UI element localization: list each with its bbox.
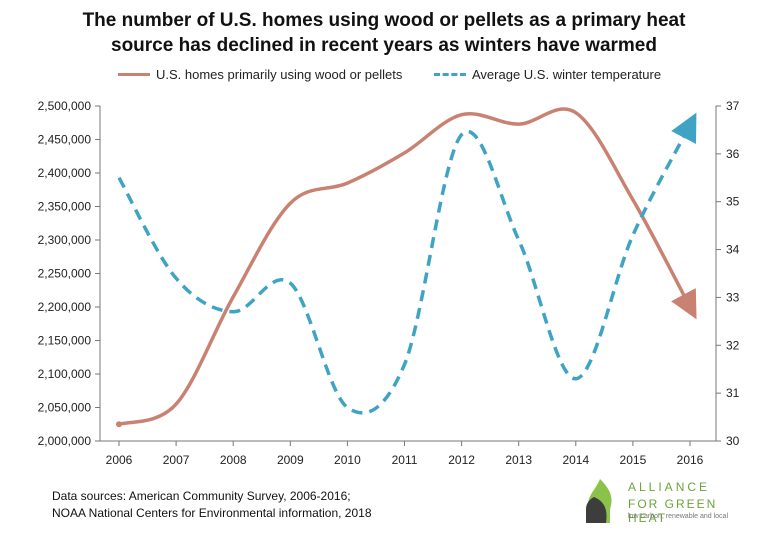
- flame-leaf-icon: [586, 479, 612, 523]
- homes-series-line: [118, 107, 697, 426]
- x-axis-tick-label: 2010: [334, 453, 361, 467]
- left-axis-tick-label: 2,150,000: [38, 334, 92, 348]
- x-axis-tick-label: 2007: [163, 453, 190, 467]
- right-axis-tick-label: 35: [726, 195, 740, 209]
- data-source-note: Data sources: American Community Survey,…: [52, 488, 372, 522]
- right-axis-tick-label: 30: [726, 434, 740, 448]
- alliance-logo: ALLIANCE FOR GREEN HEAT low carbon, rene…: [580, 475, 760, 527]
- chart-title-line-1: The number of U.S. homes using wood or p…: [82, 10, 686, 31]
- x-axis-tick-label: 2006: [106, 453, 133, 467]
- left-axis-tick-label: 2,300,000: [38, 233, 92, 247]
- legend-label-homes: U.S. homes primarily using wood or pelle…: [156, 67, 403, 82]
- x-axis-tick-label: 2009: [277, 453, 304, 467]
- x-axis-tick-label: 2015: [620, 453, 647, 467]
- legend-item-homes: U.S. homes primarily using wood or pelle…: [118, 67, 402, 82]
- left-axis-tick-label: 2,250,000: [38, 267, 92, 281]
- right-axis-tick-label: 31: [726, 386, 740, 400]
- source-line-1: Data sources: American Community Survey,…: [52, 489, 351, 503]
- x-axis-tick-label: 2008: [220, 453, 247, 467]
- right-axis-tick-label: 36: [726, 147, 740, 161]
- legend-label-temperature: Average U.S. winter temperature: [472, 67, 662, 82]
- legend-swatch-dashed: [434, 73, 466, 76]
- right-axis-tick-label: 33: [726, 290, 740, 304]
- left-axis-tick-label: 2,450,000: [38, 133, 92, 147]
- left-axis-tick-label: 2,000,000: [38, 434, 92, 448]
- left-axis-tick-label: 2,500,000: [38, 99, 92, 113]
- chart-legend: U.S. homes primarily using wood or pelle…: [0, 67, 768, 87]
- source-line-2: NOAA National Centers for Environmental …: [52, 506, 372, 520]
- x-axis-tick-label: 2012: [448, 453, 475, 467]
- logo-tagline: low carbon, renewable and local: [628, 513, 729, 520]
- left-axis-tick-label: 2,400,000: [38, 166, 92, 180]
- x-axis-tick-label: 2011: [392, 453, 418, 467]
- legend-swatch-solid: [118, 73, 150, 76]
- right-axis-tick-label: 37: [726, 99, 740, 113]
- legend-item-temperature: Average U.S. winter temperature: [434, 67, 661, 82]
- temperature-series-line: [117, 112, 697, 415]
- right-axis-tick-label: 32: [726, 338, 740, 352]
- chart-title: The number of U.S. homes using wood or p…: [0, 8, 768, 58]
- right-axis-tick-label: 34: [726, 243, 740, 257]
- chart-title-line-2: source has declined in recent years as w…: [111, 35, 657, 56]
- homes-series-start-marker: [116, 421, 122, 428]
- left-axis-tick-label: 2,200,000: [38, 300, 92, 314]
- left-axis-tick-label: 2,100,000: [38, 367, 92, 381]
- left-axis-tick-label: 2,050,000: [38, 401, 92, 415]
- logo-name-line-1: ALLIANCE: [628, 480, 711, 494]
- logo-name-line-2: FOR GREEN HEAT: [628, 497, 718, 525]
- x-axis-tick-label: 2016: [677, 453, 704, 467]
- x-axis-tick-label: 2013: [505, 453, 532, 467]
- left-axis-tick-label: 2,350,000: [38, 200, 92, 214]
- x-axis-tick-label: 2014: [562, 453, 589, 467]
